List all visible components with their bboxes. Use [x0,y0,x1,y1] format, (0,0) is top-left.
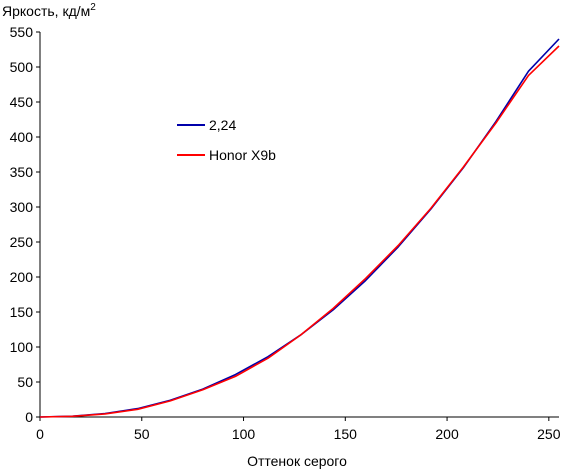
x-tick-label: 200 [435,426,459,442]
x-tick-label: 150 [334,426,358,442]
y-tick-label: 350 [10,164,34,180]
y-tick-label: 200 [10,269,34,285]
x-tick-label: 250 [537,426,561,442]
y-tick-label: 300 [10,199,34,215]
axis-ticks [36,31,550,421]
legend-label-2-24: 2,24 [209,117,236,133]
x-axis-title: Оттенок серого [247,453,347,469]
y-tick-label: 500 [10,59,34,75]
x-tick-labels: 0 50 100 150 200 250 [36,426,561,442]
y-tick-label: 50 [17,374,33,390]
x-tick-label: 100 [232,426,256,442]
y-tick-label: 100 [10,339,34,355]
y-tick-label: 450 [10,94,34,110]
series-line-0 [39,38,560,418]
x-tick-label: 50 [134,426,150,442]
x-tick-label: 0 [36,426,44,442]
series-line-1 [39,45,560,418]
y-axis-title: Яркость, кд/м2 [2,2,96,19]
y-tick-label: 550 [10,24,34,40]
y-tick-label: 150 [10,304,34,320]
legend-label-honor-x9b: Honor X9b [209,147,276,163]
y-tick-label: 0 [25,409,33,425]
series-lines [39,38,560,418]
y-tick-labels: 0 50 100 150 200 250 300 350 400 450 500 550 [10,24,34,425]
y-tick-label: 250 [10,234,34,250]
legend: 2,24 Honor X9b [177,117,276,163]
y-tick-label: 400 [10,129,34,145]
